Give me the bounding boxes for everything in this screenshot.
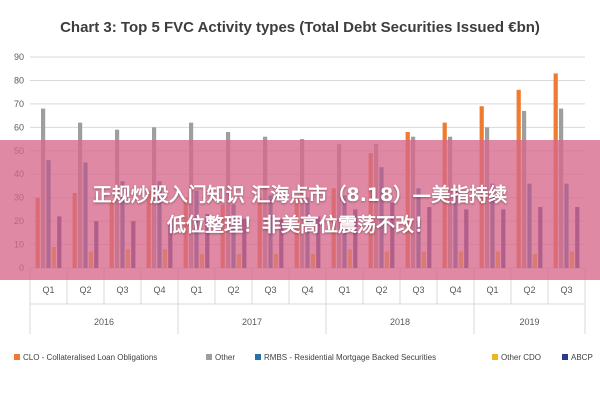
legend-item: Other CDO — [492, 353, 541, 362]
x-tick-label: Q2 — [79, 285, 91, 295]
legend-item: Other — [206, 353, 235, 362]
x-tick-label: Q3 — [560, 285, 572, 295]
x-tick-label: Q2 — [375, 285, 387, 295]
x-tick-label: Q2 — [523, 285, 535, 295]
legend-swatch — [562, 354, 568, 360]
banner-headline-line2: 低位整理！非美高位震荡不改！ — [166, 214, 433, 236]
x-tick-label: Q1 — [190, 285, 202, 295]
year-label: 2017 — [242, 317, 262, 327]
year-label: 2016 — [94, 317, 114, 327]
legend-label: Other — [215, 353, 235, 362]
legend-swatch — [492, 354, 498, 360]
legend-label: ABCP — [571, 353, 593, 362]
x-tick-label: Q2 — [227, 285, 239, 295]
legend-swatch — [14, 354, 20, 360]
y-tick-label: 70 — [14, 99, 24, 109]
legend-swatch — [255, 354, 261, 360]
banner-headline-line1: 正规炒股入门知识 汇海点市（8.18）—美指持续 — [92, 184, 508, 206]
y-tick-label: 90 — [14, 52, 24, 62]
year-label: 2019 — [519, 317, 539, 327]
x-axis-year-labels: 2016 2017 2018 2019 — [29, 303, 586, 334]
legend-label: RMBS - Residential Mortgage Backed Secur… — [264, 353, 436, 362]
x-tick-label: Q3 — [116, 285, 128, 295]
x-tick-label: Q4 — [153, 285, 165, 295]
overlay-banner: 正规炒股入门知识 汇海点市（8.18）—美指持续 低位整理！非美高位震荡不改！ — [0, 140, 600, 280]
legend-item: CLO - Collateralised Loan Obligations — [14, 353, 157, 362]
x-tick-label: Q1 — [42, 285, 54, 295]
x-tick-label: Q3 — [264, 285, 276, 295]
legend-item: ABCP — [562, 353, 593, 362]
y-tick-label: 60 — [14, 122, 24, 132]
chart-title: Chart 3: Top 5 FVC Activity types (Total… — [60, 19, 540, 36]
x-tick-label: Q1 — [486, 285, 498, 295]
legend-label: Other CDO — [501, 353, 541, 362]
x-tick-label: Q4 — [449, 285, 461, 295]
x-tick-label: Q4 — [301, 285, 313, 295]
chart-legend: CLO - Collateralised Loan Obligations Oth… — [14, 353, 593, 362]
year-label: 2018 — [390, 317, 410, 327]
legend-label: CLO - Collateralised Loan Obligations — [23, 353, 157, 362]
legend-swatch — [206, 354, 212, 360]
legend-item: RMBS - Residential Mortgage Backed Secur… — [255, 353, 436, 362]
x-tick-label: Q1 — [338, 285, 350, 295]
x-tick-label: Q3 — [412, 285, 424, 295]
y-tick-label: 80 — [14, 75, 24, 85]
